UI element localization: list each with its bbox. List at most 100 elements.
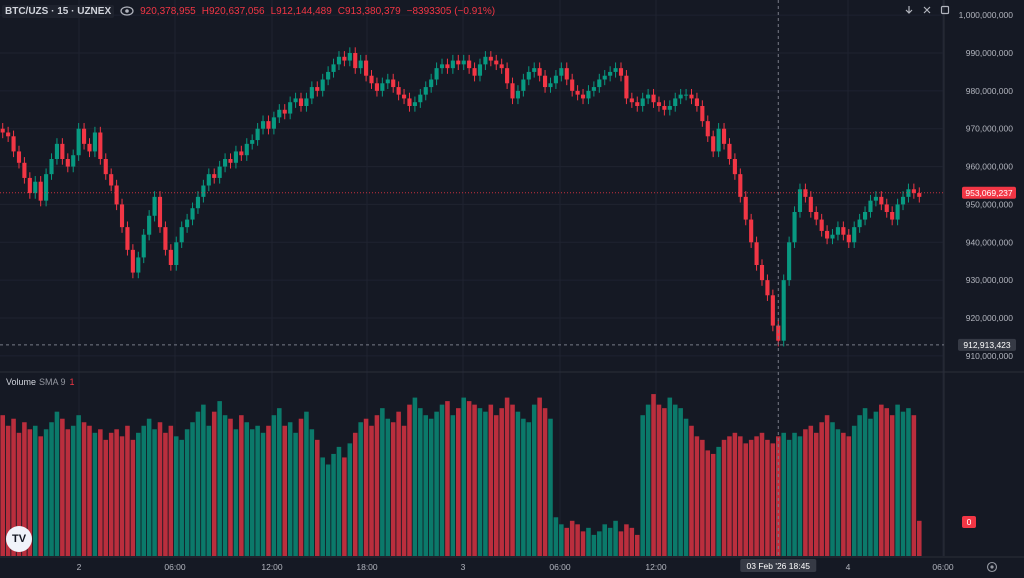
candle-body [510, 83, 515, 99]
pane-toolbar [902, 3, 952, 17]
candle-body [179, 227, 184, 243]
arrow-down-icon[interactable] [902, 3, 916, 17]
volume-bar [488, 404, 494, 556]
volume-bar [125, 425, 130, 556]
volume-bar [43, 429, 49, 556]
volume-bar [559, 524, 564, 556]
candle-body [76, 128, 81, 156]
volume-bar [569, 520, 575, 556]
candle-body [857, 219, 862, 228]
crosshair-price-tag [958, 338, 1016, 351]
volume-bar [277, 408, 282, 556]
volume-bar [797, 436, 803, 556]
candle-body [331, 64, 336, 72]
volume-sma: SMA 9 [39, 377, 66, 387]
volume-bar [906, 408, 911, 556]
candle-body [467, 60, 472, 69]
candle-body [678, 94, 683, 99]
volume-bar [146, 418, 152, 556]
candle-body [618, 68, 624, 76]
candle-body [521, 79, 526, 91]
price-tick-label: 980,000,000 [966, 86, 1014, 96]
eye-icon[interactable] [120, 6, 134, 16]
candle-body [781, 280, 786, 341]
volume-bar [168, 425, 174, 556]
candle-body [759, 265, 765, 281]
candle-body [353, 53, 358, 69]
current-price-tag [962, 186, 1016, 199]
candle-body [38, 181, 43, 201]
volume-bar [781, 432, 786, 556]
candle-body [721, 128, 727, 144]
volume-bar [700, 439, 705, 556]
candle-body [532, 68, 537, 72]
volume-bar [868, 418, 873, 556]
candle-body [385, 79, 390, 84]
candle-body [298, 98, 304, 106]
fullscreen-icon[interactable] [938, 3, 952, 17]
volume-bar [358, 422, 363, 556]
volume-bar [201, 404, 206, 556]
candle-body [342, 56, 347, 61]
candle-body [738, 174, 743, 197]
settings-icon[interactable] [986, 560, 998, 573]
candle-body [776, 325, 781, 341]
volume-bar [716, 446, 721, 556]
candle-body [559, 68, 564, 76]
volume-bar [765, 439, 770, 556]
volume-bar [385, 418, 391, 556]
candle-body [586, 90, 591, 99]
chart-header: BTC/UZS · 15 · UZNEX 920,378,955 H920,63… [2, 3, 501, 19]
volume-bar [819, 422, 824, 556]
candle-body [456, 60, 461, 65]
candle-body [27, 177, 32, 194]
candle-body [185, 219, 190, 228]
volume-bar [591, 534, 597, 556]
candle-body [629, 98, 634, 103]
volume-name: Volume [6, 377, 37, 387]
volume-bar [775, 436, 781, 556]
candle-body [770, 295, 775, 326]
candle-body [217, 166, 222, 178]
candle-body [374, 83, 379, 91]
volume-bar [895, 404, 900, 556]
candle-body [168, 249, 173, 265]
candle-body [157, 196, 163, 228]
volume-bar [754, 436, 759, 556]
candle-body [917, 193, 922, 197]
volume-bar [537, 397, 542, 556]
candle-body [651, 94, 656, 103]
volume-bar [352, 432, 358, 556]
volume-bar [450, 415, 456, 556]
candle-body [445, 64, 450, 69]
symbol-label[interactable]: BTC/UZS · 15 · UZNEX [2, 4, 115, 18]
candle-body [141, 234, 146, 258]
candle-body [884, 204, 889, 212]
collapse-icon[interactable] [920, 3, 934, 17]
volume-bar [586, 527, 591, 556]
tradingview-logo-icon[interactable]: TV [6, 526, 32, 552]
candle-body [646, 94, 651, 99]
volume-bar [244, 422, 250, 556]
candle-body [483, 56, 488, 65]
open-value: 920,378,955 [140, 5, 196, 17]
volume-bar [759, 432, 765, 556]
volume-bar [16, 432, 22, 556]
volume-bar [580, 531, 586, 556]
volume-bar [222, 415, 228, 556]
volume-bar [369, 425, 374, 556]
volume-bar [287, 422, 293, 556]
candle-body [282, 109, 287, 114]
volume-bar [320, 457, 325, 556]
volume-bar [152, 429, 157, 556]
volume-bar [190, 422, 195, 556]
candle-body [890, 212, 895, 220]
candle-body [450, 60, 455, 69]
candle-body [228, 159, 233, 163]
volume-bar [548, 418, 553, 556]
volume-bar [624, 524, 629, 556]
volume-bar [249, 429, 255, 556]
